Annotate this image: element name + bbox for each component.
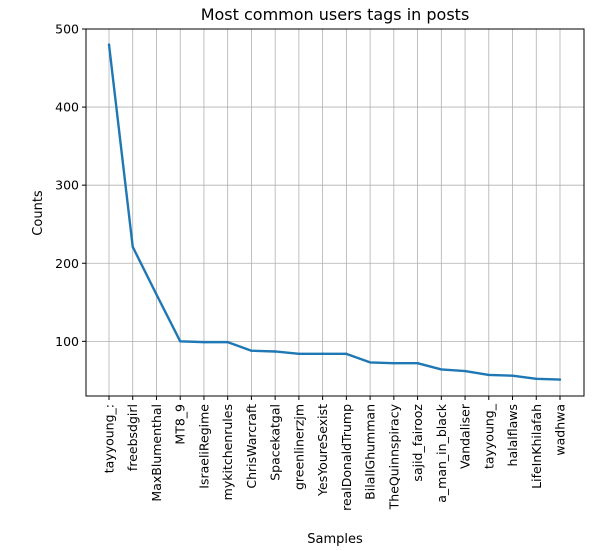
data-point [440,368,443,371]
data-point [202,340,206,344]
data-point [179,340,182,343]
y-axis-title: Counts [31,190,46,236]
x-tick-label: LifeInKhilafah [529,404,544,489]
y-axis: 100 200 300 400 500 [55,22,86,349]
data-point [297,352,301,356]
data-point [345,352,348,356]
x-tick-label: tayyoung_ [481,403,496,469]
data-point [511,374,514,377]
x-tick-label: ChrisWarcraft [244,404,259,489]
x-tick-label: MT8_9 [173,404,188,445]
data-point [392,362,396,365]
y-tick-label: 500 [55,22,79,37]
x-tick-label: IsraeliRegime [196,404,211,489]
x-tick-label: halalflaws [505,404,520,466]
data-point [226,340,229,344]
data-point [463,369,467,373]
grid [86,28,584,396]
data-point [107,43,111,46]
data-point [131,245,134,249]
data-point [368,361,372,364]
x-tick-label: wadhwa [553,404,568,456]
data-point [416,362,419,365]
data-point [321,352,324,356]
x-tick-label: Spacekatgal [268,404,283,481]
chart-title: Most common users tags in posts [201,5,470,24]
plot-frame [85,28,585,397]
x-tick-label: greenlinerzjm [291,404,306,490]
x-tick-label: Vandaliser [458,403,473,469]
x-tick-label: sajid_fairooz [410,404,425,482]
y-tick-label: 300 [55,178,79,193]
x-axis-title: Samples [307,532,363,547]
series-line [107,44,561,381]
y-tick-label: 100 [55,334,79,349]
x-axis: tayyoung_: freebsdgirl MaxBlumenthal MT8_9 I… [102,396,568,511]
data-point [250,349,253,352]
x-tick-label: TheQuinnspiracy [386,403,401,510]
x-tick-label: tayyoung_: [102,404,117,473]
data-point [558,378,562,381]
data-point [535,377,538,381]
y-tick-label: 200 [55,256,79,271]
x-tick-label: realDonaldTrump [339,404,354,511]
data-point [155,293,158,296]
x-tick-label: MaxBlumenthal [149,404,164,502]
x-tick-label: YesYoureSexist [315,404,330,497]
x-tick-label: BilalIGhumman [363,404,378,500]
x-tick-label: freebsdgirl [125,404,140,471]
data-point [273,350,277,353]
y-tick-label: 400 [55,100,79,115]
data-point [487,373,490,377]
x-tick-label: a_man_in_black [434,403,449,503]
x-tick-label: mykitchenrules [220,404,235,500]
plot-area [107,43,562,381]
